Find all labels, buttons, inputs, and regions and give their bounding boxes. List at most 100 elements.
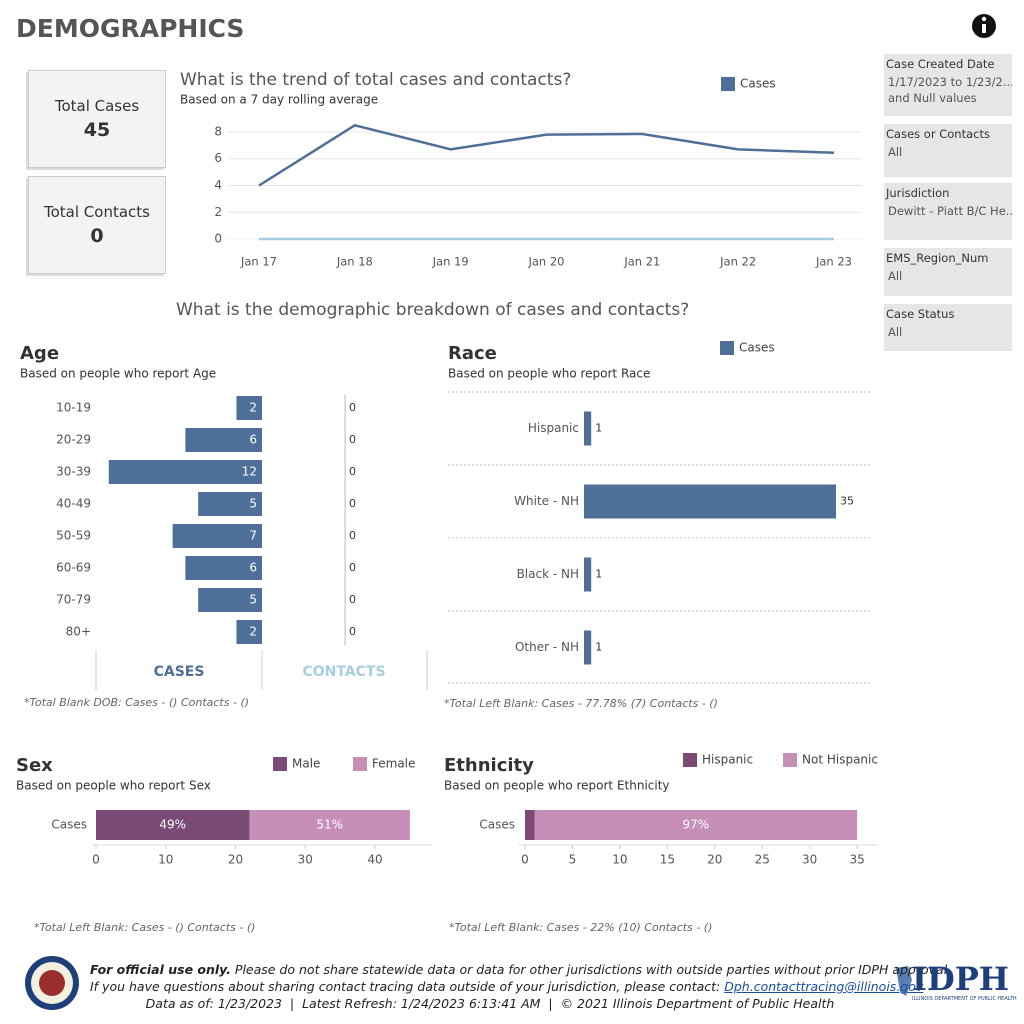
x-tick-label: Jan 21	[623, 255, 660, 269]
footnote: *Total Left Blank: Cases - 77.78% (7) Co…	[444, 697, 718, 710]
chart-subtitle: Based on people who report Sex	[16, 779, 211, 793]
x-tick-label: Jan 17	[240, 255, 277, 269]
value-label: 49%	[159, 818, 186, 832]
filter-card[interactable]: Case Status All	[884, 304, 1012, 351]
chart-subtitle: Based on people who report Age	[20, 367, 216, 381]
value-label: 51%	[316, 818, 343, 832]
x-tick-label: Jan 20	[527, 255, 564, 269]
x-tick-label: 10	[158, 853, 173, 867]
category-label: 70-79	[56, 593, 91, 607]
page-title: DEMOGRAPHICS	[16, 14, 245, 43]
value-label: 2	[249, 625, 257, 639]
filter-value: All	[888, 325, 903, 339]
kpi-value: 45	[83, 119, 111, 141]
bar-segment	[96, 810, 250, 840]
value-label: 0	[349, 497, 356, 510]
value-label: 5	[249, 497, 257, 511]
bar-segment	[249, 810, 410, 840]
value-label: 0	[349, 465, 356, 478]
footnote: *Total Blank DOB: Cases - () Contacts - …	[24, 696, 249, 709]
category-label: Cases	[479, 818, 515, 832]
line-series	[258, 123, 835, 187]
bar	[584, 484, 836, 519]
value-label: 2	[249, 401, 257, 415]
bar	[172, 524, 262, 548]
value-label: 1	[595, 568, 602, 581]
filter-value: All	[888, 145, 903, 159]
y-tick-label: 0	[214, 232, 222, 246]
bar	[584, 557, 592, 592]
footer-text: If you have questions about sharing cont…	[90, 979, 721, 994]
x-tick-label: 10	[612, 853, 627, 867]
value-label: 5	[249, 593, 257, 607]
y-tick-label: 4	[214, 178, 222, 192]
bar	[108, 460, 263, 484]
y-tick-label: 2	[214, 205, 222, 219]
value-label: 97%	[682, 818, 709, 832]
x-tick-label: 30	[298, 853, 313, 867]
chart-title: Race	[448, 343, 497, 364]
category-label: 60-69	[56, 561, 91, 575]
chart-title: Age	[20, 343, 59, 364]
footnote: *Total Left Blank: Cases - 22% (10) Cont…	[449, 921, 712, 934]
bar	[185, 556, 262, 580]
state-shape	[896, 966, 912, 996]
category-label: Hispanic	[528, 421, 579, 435]
kpi-card: Total Cases 45	[28, 70, 166, 168]
filter-value: 1/17/2023 to 1/23/2...	[888, 75, 1012, 89]
x-tick-label: 5	[569, 853, 577, 867]
value-label: 0	[349, 625, 356, 638]
filter-card[interactable]: Cases or Contacts All	[884, 124, 1012, 177]
category-label: 50-59	[56, 529, 91, 543]
footer-bold: For official use only.	[90, 962, 231, 977]
filter-value: All	[888, 269, 903, 283]
category-label: White - NH	[514, 494, 579, 508]
value-label: 7	[249, 529, 257, 543]
footer-line: If you have questions about sharing cont…	[90, 978, 923, 995]
x-tick-label: 20	[707, 853, 722, 867]
bar	[185, 428, 262, 452]
chart-subtitle: Based on people who report Race	[448, 367, 650, 381]
filter-label: Case Created Date	[886, 57, 995, 71]
value-label: 12	[242, 465, 257, 479]
legend-swatch	[783, 753, 797, 767]
legend-label: Female	[372, 757, 415, 771]
x-tick-label: 30	[802, 853, 817, 867]
filter-label: Cases or Contacts	[886, 127, 990, 141]
value-label: 6	[249, 561, 257, 575]
filter-card[interactable]: EMS_Region_Num All	[884, 248, 1012, 296]
footer-line: For official use only. Please do not sha…	[90, 961, 951, 978]
filter-card[interactable]: Case Created Date 1/17/2023 to 1/23/2... a…	[884, 54, 1012, 116]
kpi-value: 0	[90, 225, 104, 247]
bar	[584, 411, 592, 446]
y-tick-label: 6	[214, 151, 222, 165]
legend-swatch	[353, 757, 367, 771]
x-tick-label: Jan 18	[336, 255, 373, 269]
value-label: 6	[249, 433, 257, 447]
x-tick-label: 25	[755, 853, 770, 867]
legend-label: Cases	[740, 77, 776, 91]
x-tick-label: Jan 19	[432, 255, 469, 269]
legend-label: Male	[292, 757, 320, 771]
filter-label: EMS_Region_Num	[886, 251, 989, 265]
kpi-label: Total Cases	[54, 97, 140, 115]
y-tick-label: 8	[214, 124, 222, 138]
value-label: 0	[349, 593, 356, 606]
bar	[236, 620, 262, 644]
value-label: 35	[840, 495, 854, 508]
legend-label: Not Hispanic	[802, 753, 878, 767]
chart-title: Sex	[16, 755, 53, 776]
filter-card[interactable]: Jurisdiction Dewitt - Piatt B/C He...	[884, 183, 1012, 240]
category-label: Black - NH	[517, 567, 579, 581]
contact-link[interactable]: Dph.contacttracing@illinois.gov	[724, 979, 924, 994]
value-label: 0	[349, 433, 356, 446]
panel-header: CONTACTS	[302, 664, 385, 680]
category-label: 40-49	[56, 497, 91, 511]
filter-value: Dewitt - Piatt B/C He...	[888, 204, 1012, 218]
value-label: 1	[595, 422, 602, 435]
filter-label: Case Status	[886, 307, 955, 321]
legend-swatch	[273, 757, 287, 771]
x-tick-label: 0	[92, 853, 100, 867]
legend-swatch	[720, 341, 734, 355]
